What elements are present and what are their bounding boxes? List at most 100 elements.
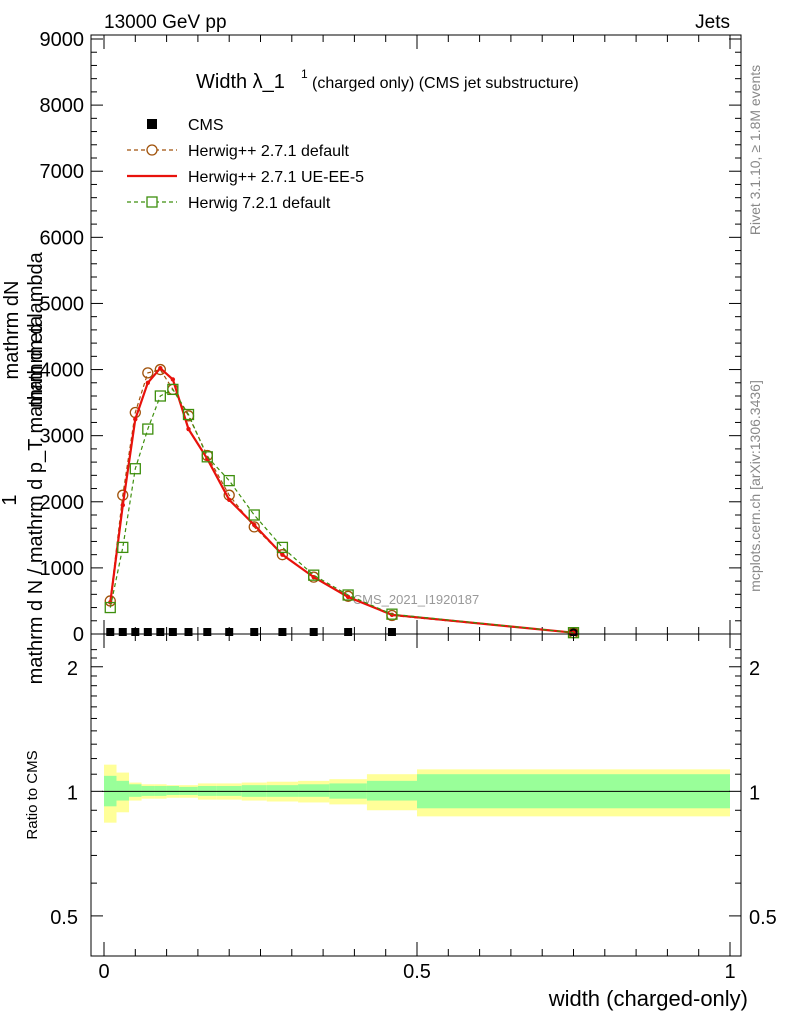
main-y-tick-label: 2000 <box>40 492 85 514</box>
main-y-tick-label: 8000 <box>40 95 85 117</box>
x-tick-labels: 0 0.5 1 <box>98 961 735 983</box>
data-point <box>186 426 191 432</box>
data-point <box>308 569 320 581</box>
header-left: 13000 GeV pp <box>104 12 227 33</box>
data-point <box>386 608 398 620</box>
ylabel-one: 1 <box>0 494 21 505</box>
title-main: Width λ_1 <box>196 71 285 93</box>
data-point <box>129 463 141 475</box>
data-point <box>276 549 289 561</box>
main-y-tick-label: 7000 <box>40 161 85 183</box>
main-y-tick-label: 6000 <box>40 227 85 249</box>
data-point <box>225 628 234 636</box>
data-point <box>344 628 353 636</box>
data-point <box>276 541 289 554</box>
main-y-tick-label: 4000 <box>40 360 85 382</box>
analysis-watermark: CMS_2021_I1920187 <box>353 592 480 607</box>
data-point <box>158 366 163 371</box>
ratio-band-inner <box>116 780 130 801</box>
x-tick-label: 0.5 <box>403 961 431 983</box>
ylabel-numerator-b: mathrm d lambda <box>25 251 47 407</box>
ratio-bands <box>104 764 730 823</box>
legend-entry: Herwig++ 2.7.1 UE-EE-5 <box>127 169 364 186</box>
data-point <box>133 416 138 422</box>
legend-entry: Herwig 7.2.1 default <box>127 195 331 212</box>
main-y-axis-label: mathrm dN mathrm d lambda 1 mathrm d N /… <box>0 251 47 684</box>
data-point <box>248 521 260 533</box>
legend-entry: Herwig++ 2.7.1 default <box>127 143 350 160</box>
ratio-band-inner <box>166 786 180 795</box>
series-line <box>109 388 574 634</box>
data-point <box>143 628 152 636</box>
mcplots-label: mcplots.cern.ch [arXiv:1306.3436] <box>747 380 763 592</box>
data-point <box>252 522 257 528</box>
series-layer <box>104 363 580 639</box>
ratio-y-tick-label: 2 <box>67 658 78 680</box>
series-1 <box>104 363 580 639</box>
title-sup: 1 <box>301 67 308 81</box>
series-0 <box>106 628 578 636</box>
data-point <box>201 451 213 463</box>
ratio-y-axis-label: Ratio to CMS <box>24 750 41 839</box>
ylabel-numerator: mathrm dN <box>1 281 23 380</box>
data-point <box>345 594 351 600</box>
ratio-y-tick-label-right: 0.5 <box>749 907 777 929</box>
main-y-tick-label: 5000 <box>40 293 85 315</box>
data-point <box>278 628 287 636</box>
data-point <box>117 541 129 554</box>
data-point <box>118 628 127 636</box>
data-point <box>248 509 260 521</box>
data-point <box>309 628 318 636</box>
rivet-version-label: Rivet 3.1.10, ≥ 1.8M events <box>747 65 763 235</box>
ratio-y-tick-label-right: 2 <box>749 658 760 680</box>
ratio-y-tick-labels-right: 0.5 1 2 <box>749 658 777 929</box>
data-point <box>203 628 212 636</box>
main-y-tick-label: 1000 <box>40 558 85 580</box>
series-3 <box>104 383 580 639</box>
ratio-axis-ticks <box>91 634 741 956</box>
data-point <box>168 628 177 636</box>
legend-label: Herwig++ 2.7.1 default <box>188 143 350 160</box>
data-point <box>156 628 165 636</box>
legend-marker <box>146 144 158 156</box>
main-y-tick-label: 3000 <box>40 426 85 448</box>
legend-marker <box>147 119 157 129</box>
data-point <box>120 502 125 508</box>
data-point <box>184 628 193 636</box>
main-axis-ticks <box>91 35 741 635</box>
legend-label: Herwig 7.2.1 default <box>188 195 331 212</box>
ratio-band-inner <box>298 784 330 797</box>
data-point <box>182 408 195 421</box>
legend-label: CMS <box>188 117 224 134</box>
legend: CMS Herwig++ 2.7.1 default Herwig++ 2.7.1 … <box>127 117 364 212</box>
main-y-tick-label: 9000 <box>40 29 85 51</box>
legend-label: Herwig++ 2.7.1 UE-EE-5 <box>188 169 364 186</box>
ratio-panel-frame <box>90 633 742 957</box>
ratio-band-inner <box>366 780 417 801</box>
series-line <box>109 366 574 634</box>
title-rest: (charged only) (CMS jet substructure) <box>312 75 579 92</box>
data-point <box>387 628 396 636</box>
ratio-band-inner <box>129 784 142 797</box>
main-y-tick-label: 0 <box>73 624 84 646</box>
legend-marker <box>146 196 158 208</box>
main-y-tick-labels: 0 1000 2000 3000 4000 5000 6000 7000 8000 9000 <box>40 29 85 646</box>
data-point <box>280 552 285 557</box>
series-2 <box>108 366 576 635</box>
data-point <box>106 628 115 636</box>
data-point <box>154 363 166 376</box>
data-point <box>227 497 232 502</box>
x-axis-label: width (charged-only) <box>548 986 748 1011</box>
x-tick-label: 0 <box>98 961 109 983</box>
ratio-y-tick-labels: 0.5 1 2 <box>50 658 78 929</box>
data-point <box>250 628 259 636</box>
data-point <box>142 367 154 379</box>
data-point <box>223 474 235 487</box>
ratio-y-tick-label-right: 1 <box>749 782 760 804</box>
data-point <box>154 390 166 402</box>
main-title: Width λ_1 1 (charged only) (CMS jet subs… <box>196 67 579 93</box>
ratio-y-tick-label: 1 <box>67 782 78 804</box>
data-point <box>104 601 116 614</box>
x-tick-label: 1 <box>724 961 735 983</box>
